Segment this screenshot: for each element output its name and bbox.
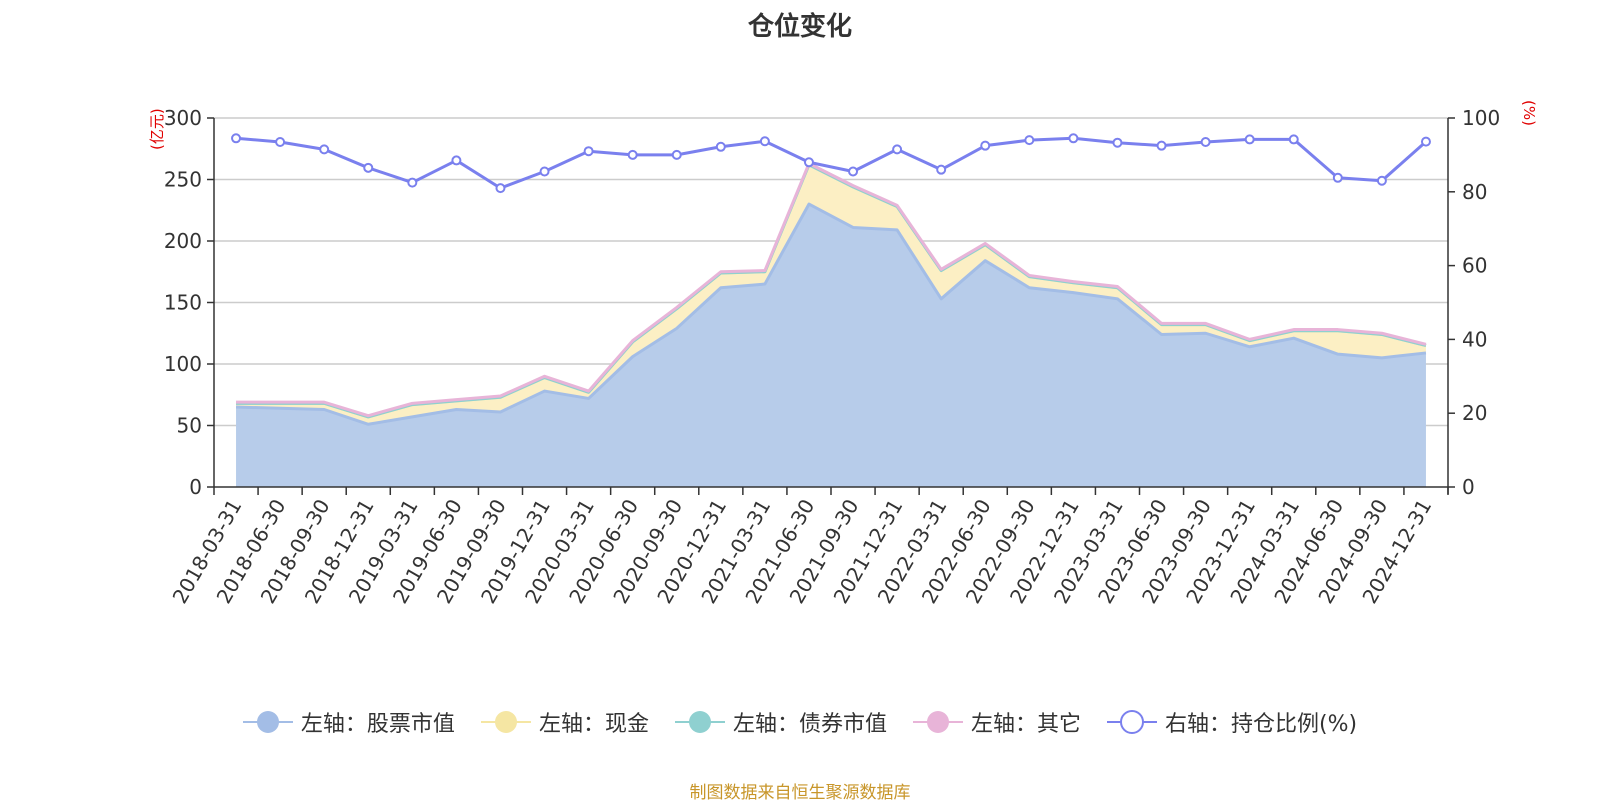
ratio-point	[231, 133, 242, 144]
legend-marker-icon	[480, 711, 531, 733]
legend-marker-icon	[242, 711, 293, 733]
right-axis-tick-label: 100	[1462, 106, 1500, 130]
right-axis-tick-label: 40	[1462, 327, 1487, 351]
ratio-point	[1200, 136, 1211, 147]
legend-item[interactable]: 右轴：持仓比例(%)	[1106, 706, 1358, 738]
ratio-point	[671, 149, 682, 160]
area-0	[236, 204, 1426, 487]
left-axis-tick-label: 150	[164, 291, 202, 315]
ratio-point	[759, 136, 770, 147]
ratio-point	[1376, 175, 1387, 186]
legend-label: 右轴：持仓比例(%)	[1164, 712, 1358, 737]
ratio-point	[1024, 135, 1035, 146]
right-axis-tick-label: 80	[1462, 180, 1487, 204]
left-axis-tick-label: 200	[164, 229, 202, 253]
ratio-point	[1420, 136, 1431, 147]
left-axis-tick-label: 0	[189, 475, 202, 499]
ratio-point	[1244, 134, 1255, 145]
ratio-point	[319, 144, 330, 155]
legend-item[interactable]: 左轴：现金	[480, 706, 649, 738]
left-axis-tick-label: 100	[164, 352, 202, 376]
ratio-point	[451, 155, 462, 166]
ratio-point	[1332, 172, 1343, 183]
ratio-point	[848, 166, 859, 177]
chart-title: 仓位变化	[747, 12, 852, 42]
ratio-point	[1288, 134, 1299, 145]
right-axis-tick-label: 0	[1462, 475, 1475, 499]
legend-marker-icon	[674, 711, 725, 733]
ratio-point	[363, 162, 374, 173]
ratio-point	[892, 144, 903, 155]
legend-label: 左轴：股票市值	[300, 712, 455, 737]
chart-legend: 左轴：股票市值 左轴：现金 左轴：债券市值 左轴：其它 右轴：持仓比例(%)	[0, 706, 1600, 738]
ratio-point	[1112, 137, 1123, 148]
legend-item[interactable]: 左轴：股票市值	[242, 706, 455, 738]
right-axis-tick-label: 60	[1462, 254, 1487, 278]
ratio-point	[495, 183, 506, 194]
left-axis-tick-label: 300	[164, 106, 202, 130]
area-line-3	[236, 162, 1427, 418]
legend-item[interactable]: 左轴：其它	[912, 706, 1081, 738]
ratio-point	[407, 177, 418, 188]
left-axis-tick-label: 250	[164, 168, 202, 192]
ratio-point	[980, 140, 991, 151]
legend-item[interactable]: 左轴：债券市值	[674, 706, 887, 738]
ratio-point	[583, 146, 594, 157]
ratio-point	[1156, 140, 1167, 151]
legend-marker-icon	[912, 711, 963, 733]
ratio-point	[539, 166, 550, 177]
ratio-point	[715, 141, 726, 152]
data-source-footer: 制图数据来自恒生聚源数据库	[689, 783, 911, 803]
chart-canvas: 0501001502002503000204060801002018-03-31…	[164, 106, 1500, 608]
left-axis-tick-label: 50	[177, 414, 202, 438]
ratio-point	[1068, 133, 1079, 144]
legend-label: 左轴：现金	[538, 712, 649, 737]
right-axis-tick-label: 20	[1462, 401, 1487, 425]
ratio-point	[936, 164, 947, 175]
legend-label: 左轴：债券市值	[732, 712, 887, 737]
ratio-line	[235, 136, 1427, 190]
ratio-point	[275, 136, 286, 147]
legend-label: 左轴：其它	[970, 712, 1081, 737]
ratio-point	[803, 157, 814, 168]
ratio-point	[627, 149, 638, 160]
area-line-0	[235, 202, 1427, 426]
legend-marker-icon	[1106, 710, 1157, 734]
